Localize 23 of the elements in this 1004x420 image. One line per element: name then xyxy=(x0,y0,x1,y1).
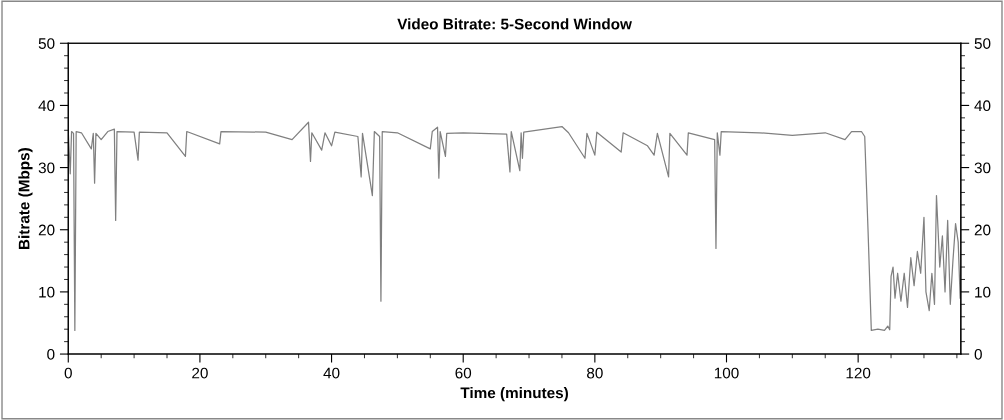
y-tick-label: 40 xyxy=(38,100,55,112)
x-tick-label: 60 xyxy=(455,367,472,379)
x-tick-label: 100 xyxy=(714,367,739,379)
y2-tick-label: 20 xyxy=(974,224,991,236)
chart-title: Video Bitrate: 5-Second Window xyxy=(397,18,632,30)
y2-tick-label: 50 xyxy=(974,38,991,49)
x-tick-label: 20 xyxy=(192,367,208,379)
line-series xyxy=(68,121,961,332)
y2-tick-label: 0 xyxy=(974,348,982,360)
x-axis-title: Time (minutes) xyxy=(460,387,568,402)
y-tick-label: 20 xyxy=(38,224,55,236)
y-axis-title: Bitrate (Mbps) xyxy=(18,148,33,249)
x-tick-label: 40 xyxy=(323,367,340,379)
y-tick-label: 0 xyxy=(47,348,55,360)
x-tick-label: 0 xyxy=(64,367,72,379)
y-tick-label: 30 xyxy=(38,162,55,174)
y2-tick-label: 10 xyxy=(975,286,991,298)
y-tick-label: 10 xyxy=(39,286,55,298)
y-tick-label: 50 xyxy=(38,38,55,49)
x-tick-label: 80 xyxy=(587,367,603,379)
y2-tick-label: 40 xyxy=(974,100,991,112)
y2-tick-label: 30 xyxy=(974,162,991,174)
x-tick-label: 120 xyxy=(846,367,871,379)
